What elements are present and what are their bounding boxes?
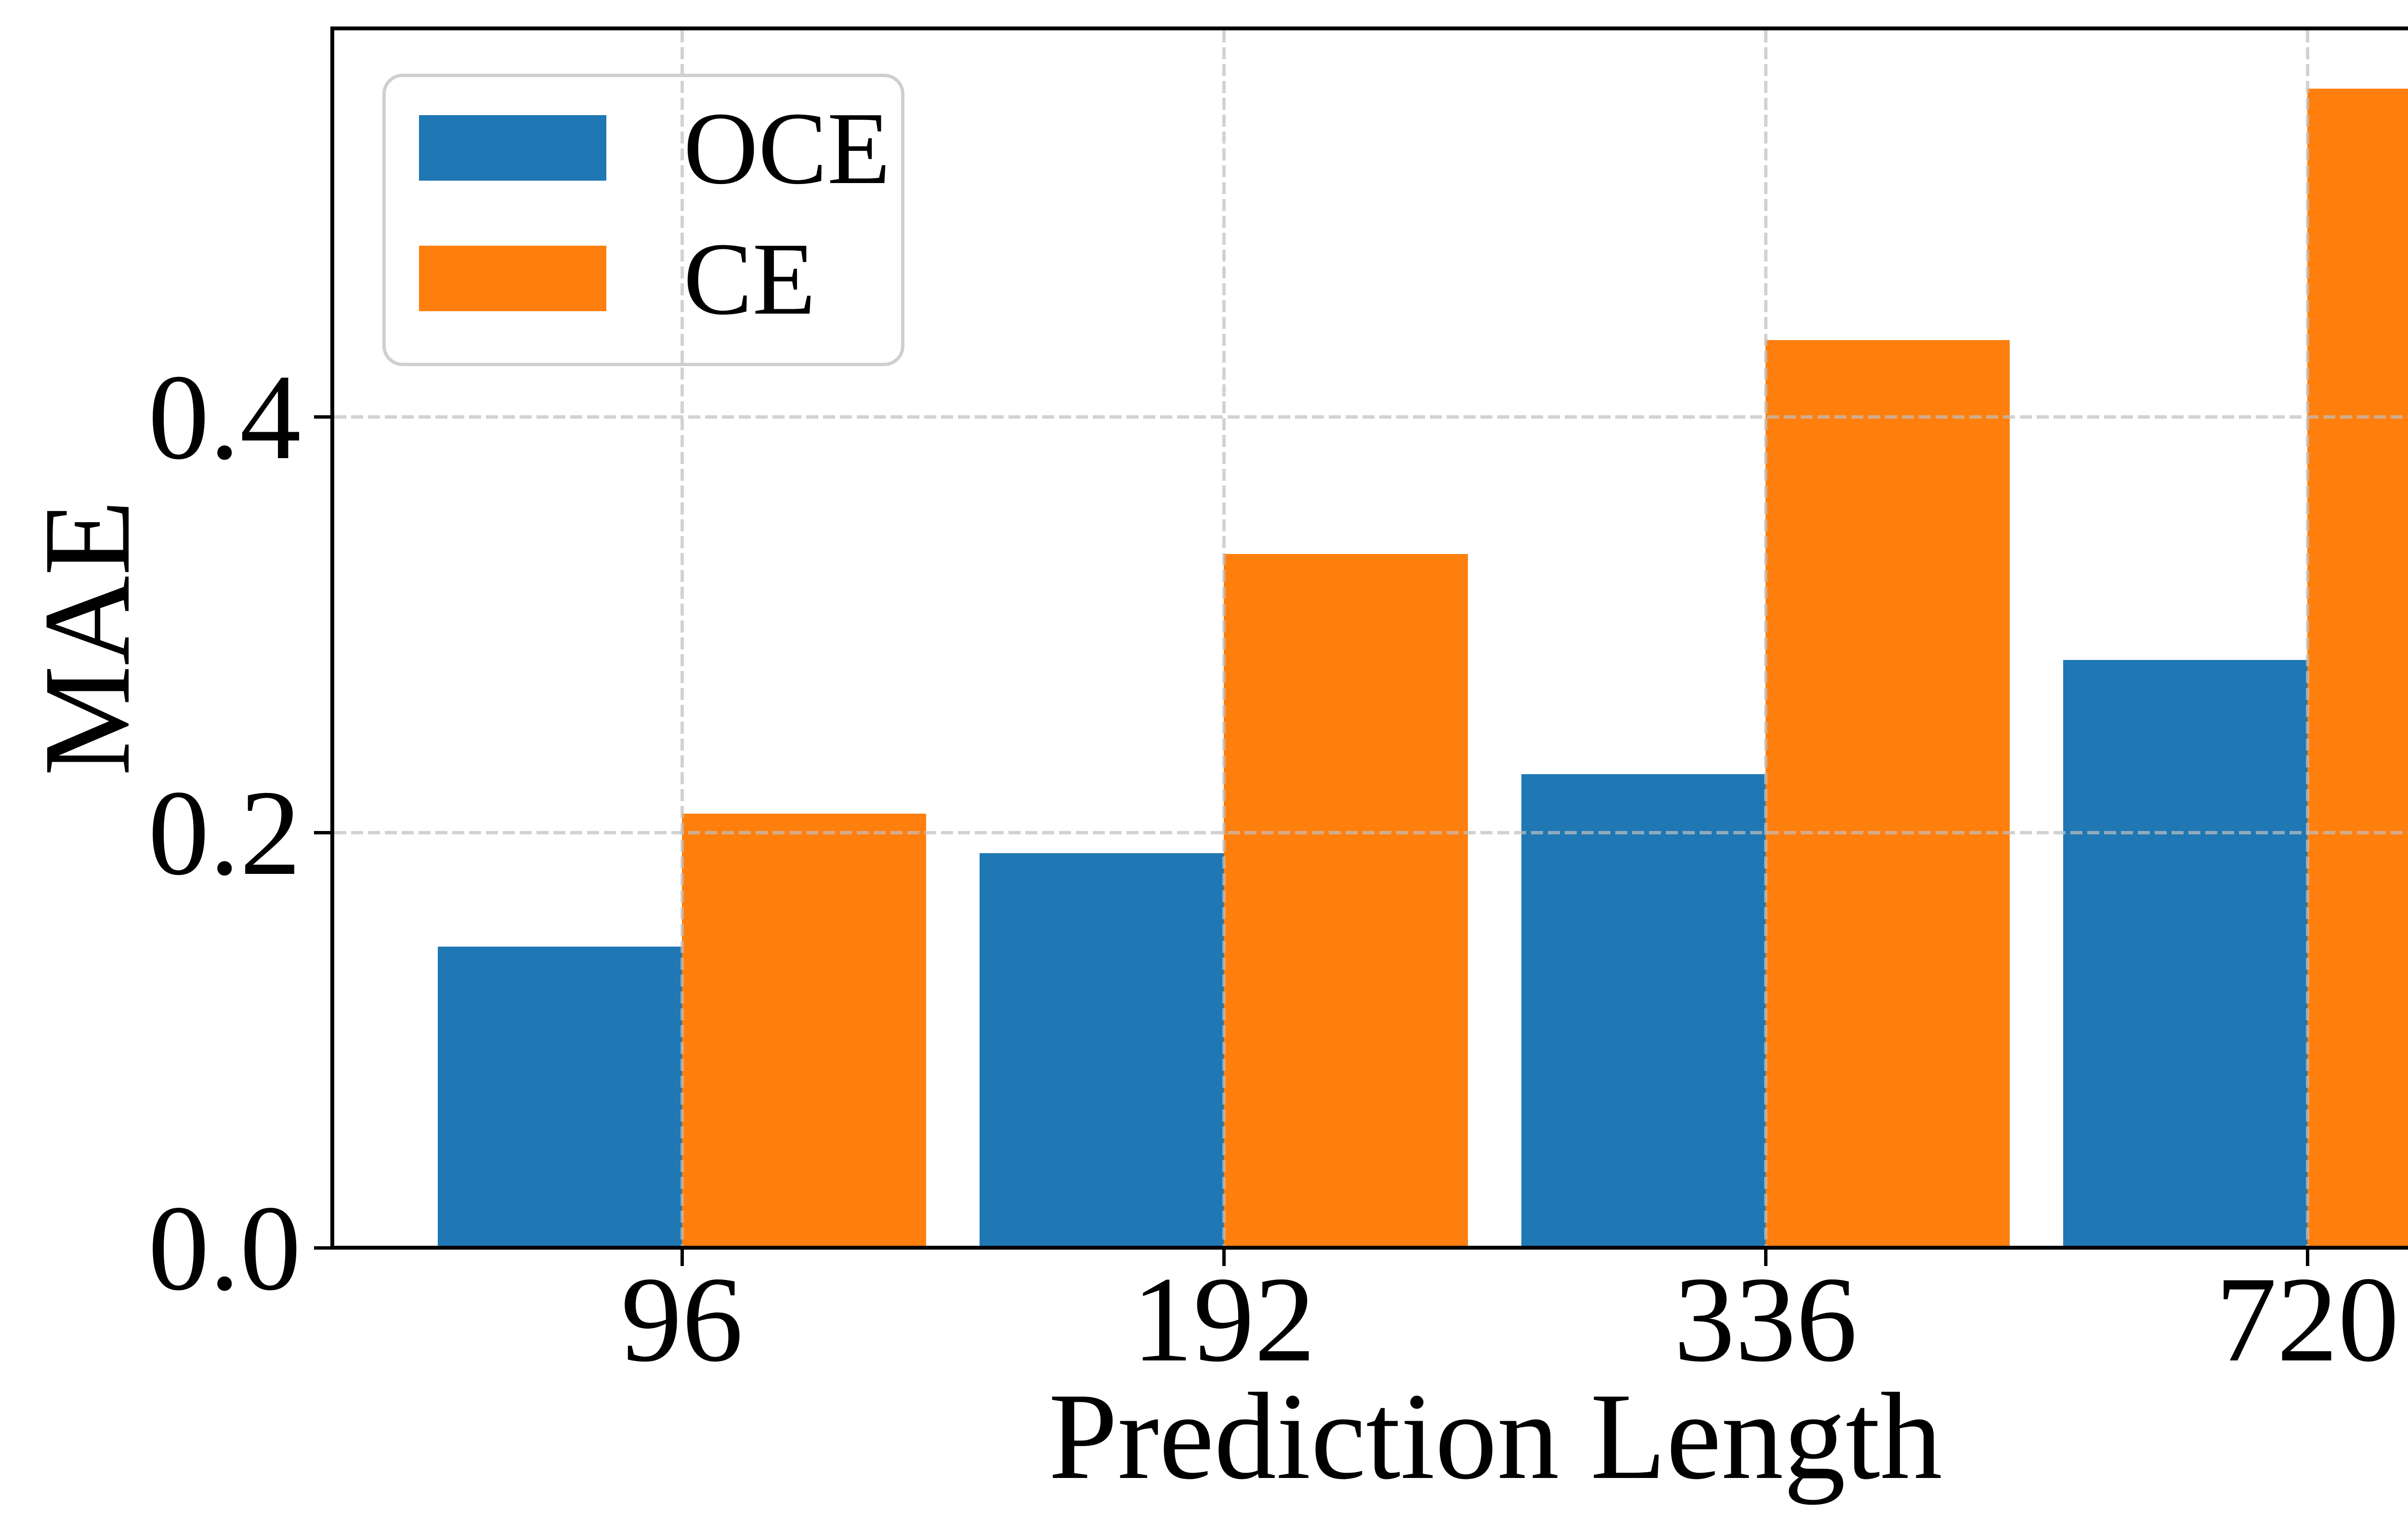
legend-label-oce: OCE — [683, 90, 890, 206]
y-tick-label-0.0: 0.0 — [148, 1180, 301, 1316]
x-tickmark-96 — [681, 1250, 684, 1266]
gridline-x-96 — [681, 30, 684, 1248]
legend-swatch-ce — [419, 246, 606, 311]
x-tickmark-720 — [2306, 1250, 2309, 1266]
legend: OCE CE — [382, 74, 904, 366]
y-axis-label: MAE — [18, 500, 156, 776]
y-tickmark-0.2 — [314, 831, 330, 834]
legend-item-oce: OCE — [419, 96, 890, 200]
bar-ce-96 — [682, 814, 926, 1250]
bar-ce-192 — [1224, 554, 1468, 1250]
x-tickmark-336 — [1764, 1250, 1767, 1266]
y-tickmark-0.4 — [314, 415, 330, 419]
bar-ce-336 — [1766, 340, 2010, 1250]
x-tickmark-192 — [1222, 1250, 1226, 1266]
gridline-x-192 — [1222, 30, 1226, 1248]
x-tick-label-720: 720 — [2215, 1252, 2399, 1387]
bar-oce-192 — [980, 853, 1224, 1250]
y-tick-label-0.2: 0.2 — [148, 765, 301, 900]
y-tick-label-0.4: 0.4 — [148, 349, 301, 485]
legend-item-ce: CE — [419, 227, 816, 330]
x-axis-label: Prediction Length — [1048, 1367, 1942, 1505]
legend-swatch-oce — [419, 115, 606, 181]
x-tick-label-192: 192 — [1132, 1252, 1316, 1387]
gridline-x-720 — [2306, 30, 2309, 1248]
legend-label-ce: CE — [683, 221, 816, 336]
bar-oce-96 — [438, 947, 682, 1250]
bar-oce-720 — [2063, 660, 2307, 1250]
x-tick-label-336: 336 — [1674, 1252, 1858, 1387]
gridline-y-0.2 — [334, 831, 2408, 834]
bar-oce-336 — [1521, 774, 1766, 1250]
x-tick-label-96: 96 — [621, 1252, 743, 1387]
y-tickmark-0.0 — [314, 1246, 330, 1250]
gridline-y-0.4 — [334, 415, 2408, 419]
gridline-x-336 — [1764, 30, 1767, 1248]
bar-ce-720 — [2307, 89, 2408, 1250]
